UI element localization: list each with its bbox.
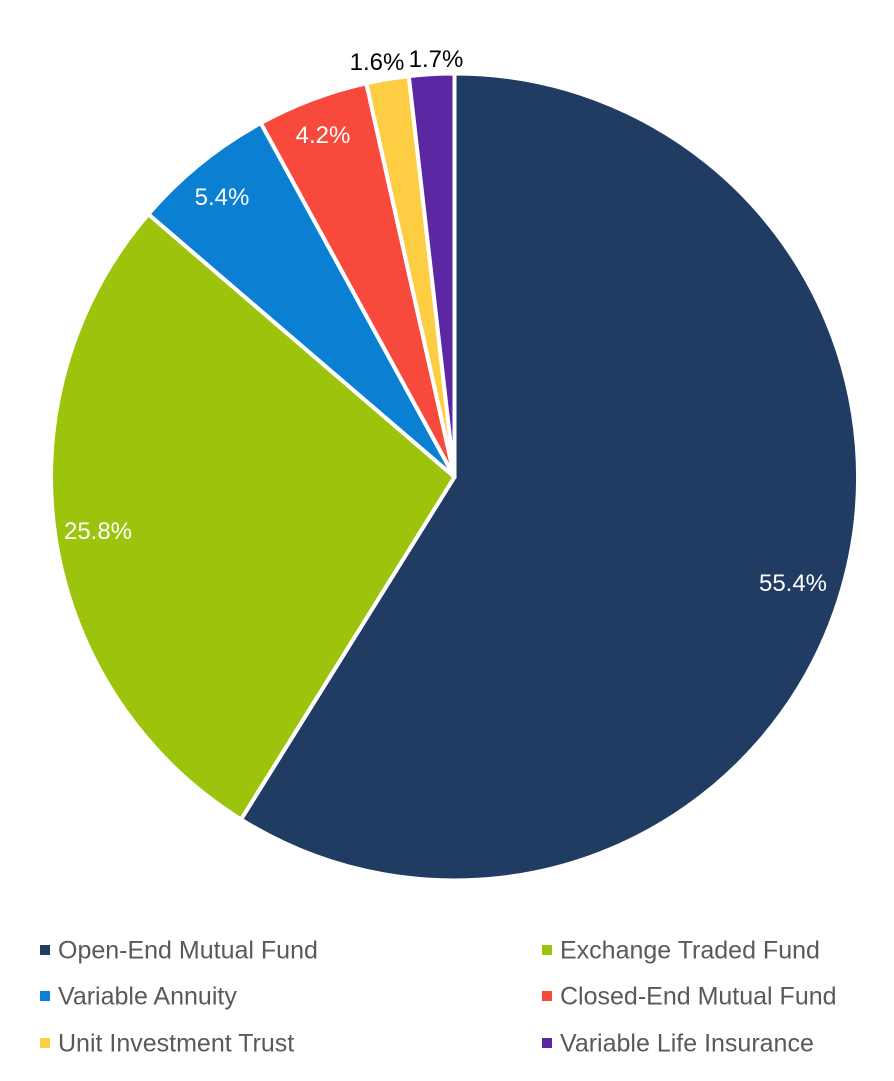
svg-text:Variable Life Insurance: Variable Life Insurance xyxy=(560,1030,814,1058)
svg-text:Exchange Traded Fund: Exchange Traded Fund xyxy=(560,937,820,965)
svg-text:5.4%: 5.4% xyxy=(195,184,250,211)
svg-text:25.8%: 25.8% xyxy=(64,518,132,545)
svg-text:4.2%: 4.2% xyxy=(296,122,351,149)
svg-text:Unit Investment Trust: Unit Investment Trust xyxy=(58,1030,294,1058)
svg-text:1.6%: 1.6% xyxy=(350,49,405,76)
svg-text:55.4%: 55.4% xyxy=(759,570,827,597)
svg-text:1.7%: 1.7% xyxy=(409,46,464,73)
svg-text:Variable Annuity: Variable Annuity xyxy=(58,983,237,1011)
svg-text:Closed-End Mutual Fund: Closed-End Mutual Fund xyxy=(560,983,837,1011)
svg-text:Open-End Mutual Fund: Open-End Mutual Fund xyxy=(58,937,318,965)
